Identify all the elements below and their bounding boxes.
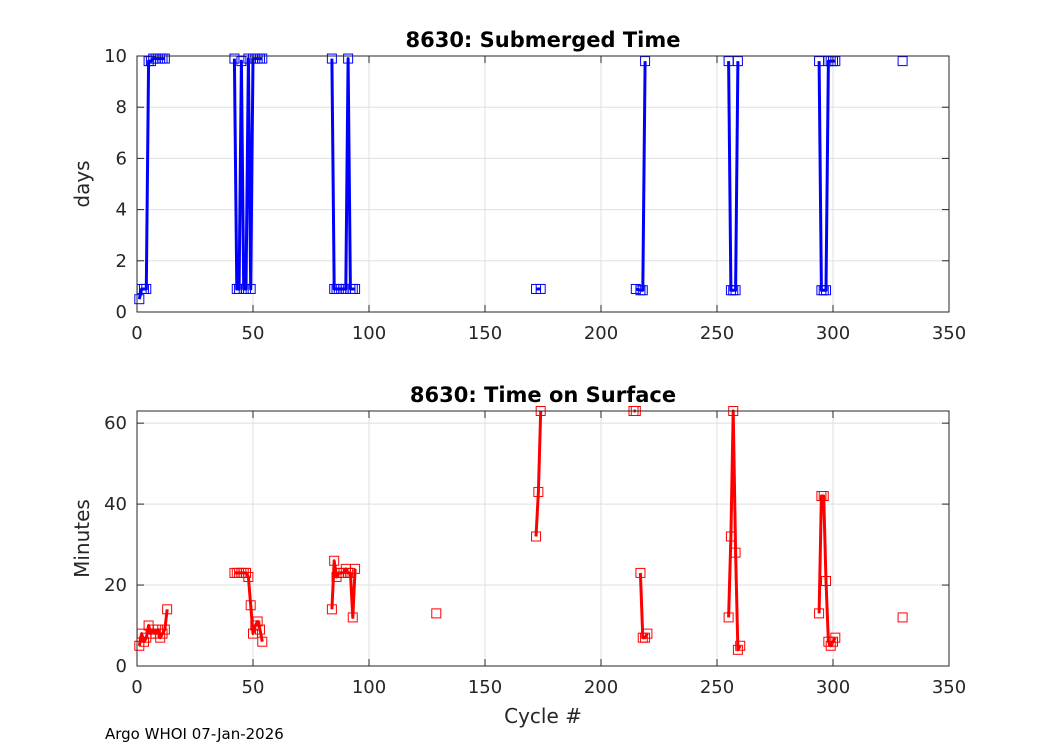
surface-xtick-label: 0 [131,677,142,698]
submerged-xtick-label: 250 [700,323,734,344]
surface-data-point [245,600,256,611]
surface-xtick-label: 50 [242,677,265,698]
surface-data-point [254,624,265,635]
surface-xlabel: Cycle # [504,704,582,728]
submerged-chart-title: 8630: Submerged Time [405,28,680,52]
submerged-xtick-label: 150 [468,323,502,344]
surface-data-point [830,632,841,643]
surface-data-point [326,604,337,615]
surface-data-point [162,604,173,615]
surface-data-point [533,486,544,497]
surface-data-point [347,612,358,623]
submerged-data-point [637,285,648,296]
surface-data-point [725,531,736,542]
surface-data-point [723,612,734,623]
submerged-data-point [257,53,268,64]
surface-plot-area [137,411,949,666]
surface-data-point [730,547,741,558]
submerged-data-point [730,285,741,296]
submerged-time-plot: 0 50 100 150 200 250 300 350 0 2 4 6 8 10 8630: Submer… [70,28,966,344]
submerged-data-point [229,53,240,64]
surface-data-point [818,491,829,501]
submerged-series-line [727,61,740,292]
submerged-data-point [821,285,832,296]
submerged-plot-area [137,56,949,312]
surface-data-point [350,563,361,574]
submerged-data-point [326,53,337,64]
submerged-axes-frame [136,55,950,313]
submerged-data-point [350,283,361,294]
surface-data-point [635,567,646,578]
surface-series-line [534,410,543,537]
submerged-data-point [159,53,170,64]
submerged-ytick-label: 8 [116,97,127,118]
surface-data-point [257,636,268,647]
surface-ytick-label: 40 [104,494,127,515]
surface-time-plot: 0 50 100 150 200 250 300 350 0 20 40 60 8630: Time o… [70,383,966,728]
submerged-xtick-label: 350 [932,323,966,344]
surface-chart-title: 8630: Time on Surface [410,383,676,407]
surface-data-point [642,628,653,639]
surface-data-point [431,608,442,619]
surface-data-point [159,624,170,635]
submerged-ytick-label: 0 [116,302,127,323]
surface-xtick-label: 250 [700,677,734,698]
surface-data-point [329,555,340,566]
surface-data-point [897,612,908,623]
submerged-data-point [535,283,546,294]
submerged-data-point [343,53,354,64]
submerged-xtick-label: 50 [242,323,265,344]
surface-data-point [243,571,254,582]
surface-data-point [814,608,825,619]
surface-ytick-label: 60 [104,413,127,434]
surface-ylabel: Minutes [70,499,94,578]
submerged-xtick-label: 300 [816,323,850,344]
submerged-data-point [141,283,152,294]
surface-xtick-label: 300 [816,677,850,698]
surface-data-point [821,576,832,586]
submerged-ytick-label: 2 [116,251,127,272]
surface-series-line [727,409,742,652]
submerged-data-point [134,294,145,305]
submerged-ylabel: days [70,160,94,207]
submerged-data-point [236,56,247,67]
surface-xtick-label: 200 [584,677,618,698]
submerged-data-point [830,56,841,67]
surface-ytick-label: 20 [104,575,127,596]
surface-ytick-label: 0 [116,656,127,677]
submerged-ytick-label: 4 [116,200,127,221]
submerged-ytick-label: 10 [104,46,127,67]
surface-xtick-label: 150 [468,677,502,698]
submerged-xtick-label: 200 [584,323,618,344]
surface-data-point [252,616,263,627]
surface-data-point [735,640,746,651]
surface-xtick-label: 100 [352,677,386,698]
submerged-data-point [897,56,908,67]
submerged-xtick-label: 0 [131,323,142,344]
submerged-xtick-label: 100 [352,323,386,344]
submerged-data-point [640,56,651,67]
footer-credit: Argo WHOI 07-Jan-2026 [105,725,284,743]
submerged-data-point [245,283,256,294]
surface-xtick-label: 350 [932,677,966,698]
surface-data-point [531,531,542,542]
surface-axes-frame [136,410,950,667]
submerged-data-point [732,56,743,67]
submerged-ytick-label: 6 [116,148,127,169]
